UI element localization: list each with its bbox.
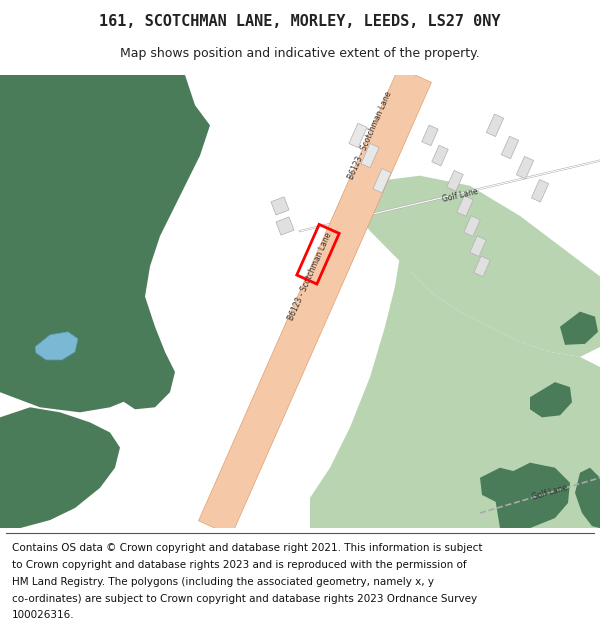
Polygon shape	[575, 468, 600, 528]
Polygon shape	[495, 462, 570, 528]
Polygon shape	[0, 75, 210, 412]
Text: B6123 - Scotchman Lane: B6123 - Scotchman Lane	[347, 90, 394, 181]
Text: 100026316.: 100026316.	[12, 611, 74, 621]
Polygon shape	[502, 136, 518, 159]
Polygon shape	[271, 197, 289, 215]
Text: co-ordinates) are subject to Crown copyright and database rights 2023 Ordnance S: co-ordinates) are subject to Crown copyr…	[12, 594, 477, 604]
Polygon shape	[199, 68, 431, 536]
Polygon shape	[0, 408, 120, 528]
Text: HM Land Registry. The polygons (including the associated geometry, namely x, y: HM Land Registry. The polygons (includin…	[12, 576, 434, 586]
Polygon shape	[447, 171, 463, 191]
Polygon shape	[35, 332, 78, 360]
Polygon shape	[350, 176, 600, 357]
Polygon shape	[115, 352, 175, 409]
Text: Golf Lane: Golf Lane	[531, 484, 569, 502]
Polygon shape	[422, 125, 438, 146]
Polygon shape	[480, 468, 525, 503]
Polygon shape	[517, 156, 533, 179]
Polygon shape	[530, 382, 572, 418]
Polygon shape	[0, 296, 100, 372]
Polygon shape	[457, 196, 473, 216]
Polygon shape	[432, 145, 448, 166]
Polygon shape	[487, 114, 503, 137]
Polygon shape	[276, 217, 294, 235]
Text: to Crown copyright and database rights 2023 and is reproduced with the permissio: to Crown copyright and database rights 2…	[12, 559, 467, 569]
Text: Map shows position and indicative extent of the property.: Map shows position and indicative extent…	[120, 48, 480, 61]
Polygon shape	[361, 143, 379, 168]
Text: Golf Lane: Golf Lane	[441, 188, 479, 204]
Polygon shape	[349, 123, 367, 148]
Polygon shape	[474, 256, 490, 277]
Polygon shape	[560, 312, 598, 345]
Polygon shape	[470, 236, 486, 256]
Polygon shape	[373, 169, 391, 193]
Polygon shape	[532, 179, 548, 202]
Text: B6123 - Scotchman Lane: B6123 - Scotchman Lane	[287, 231, 334, 322]
Text: 161, SCOTCHMAN LANE, MORLEY, LEEDS, LS27 0NY: 161, SCOTCHMAN LANE, MORLEY, LEEDS, LS27…	[99, 14, 501, 29]
Polygon shape	[310, 256, 600, 528]
Text: Contains OS data © Crown copyright and database right 2021. This information is : Contains OS data © Crown copyright and d…	[12, 542, 482, 552]
Polygon shape	[464, 216, 480, 236]
